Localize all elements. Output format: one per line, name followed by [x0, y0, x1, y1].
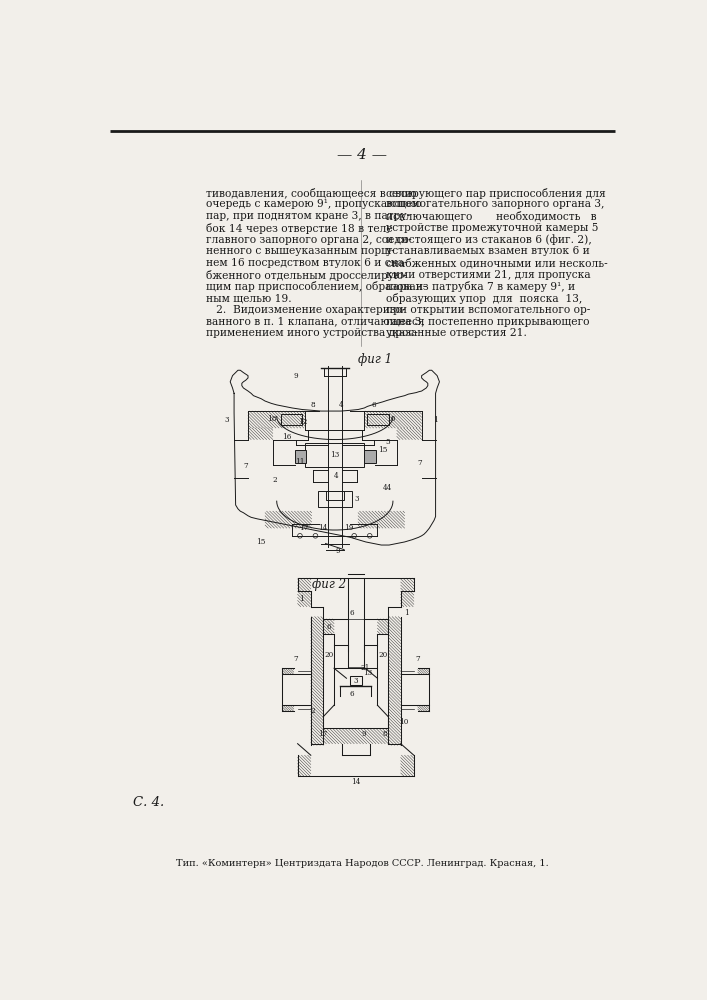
Text: 7: 7 — [243, 462, 248, 471]
Text: 4: 4 — [334, 472, 339, 480]
Text: 6: 6 — [349, 690, 354, 698]
Text: гана 3, постепенно прикрывающего: гана 3, постепенно прикрывающего — [386, 317, 590, 327]
Text: 15: 15 — [257, 538, 266, 546]
Text: фиг 2: фиг 2 — [312, 578, 346, 591]
Text: 9: 9 — [361, 730, 366, 738]
Text: 2: 2 — [311, 707, 315, 715]
Text: 15: 15 — [378, 446, 387, 454]
Text: 16: 16 — [282, 433, 291, 441]
Text: С. 4.: С. 4. — [134, 796, 165, 809]
Text: указанные отверстия 21.: указанные отверстия 21. — [386, 328, 527, 338]
Text: при открытии вспомогательного ор-: при открытии вспомогательного ор- — [386, 305, 590, 315]
Text: 10: 10 — [386, 415, 395, 423]
Bar — [349, 676, 362, 685]
Text: 10: 10 — [399, 718, 409, 726]
Text: 8: 8 — [311, 401, 315, 409]
Text: 14: 14 — [351, 778, 361, 786]
Text: 18: 18 — [267, 415, 276, 423]
Text: ненного с вышеуказанным порш-: ненного с вышеуказанным порш- — [206, 246, 395, 256]
Text: 3: 3 — [224, 416, 228, 424]
Text: 17: 17 — [299, 524, 308, 532]
Text: 21: 21 — [361, 664, 370, 672]
Text: 11: 11 — [296, 458, 305, 466]
Text: ным щелью 19.: ным щелью 19. — [206, 293, 292, 303]
Text: 19: 19 — [344, 524, 354, 532]
Text: 20: 20 — [378, 651, 387, 659]
Text: 2.  Видоизменение охарактеризо-: 2. Видоизменение охарактеризо- — [206, 305, 406, 315]
Text: кими отверстиями 21, для пропуска: кими отверстиями 21, для пропуска — [386, 270, 590, 280]
Text: вспомогательного запорного органа 3,: вспомогательного запорного органа 3, — [386, 199, 604, 209]
Text: 6: 6 — [327, 623, 331, 631]
Text: устройстве промежуточной камеры 5: устройстве промежуточной камеры 5 — [386, 223, 598, 233]
Text: главного запорного органа 2, соеди-: главного запорного органа 2, соеди- — [206, 235, 412, 245]
Bar — [295, 450, 306, 463]
Text: 14: 14 — [319, 524, 328, 532]
Text: 6: 6 — [371, 401, 376, 409]
Bar — [325, 491, 344, 500]
Text: тиводавления, сообщающееся в свою: тиводавления, сообщающееся в свою — [206, 188, 417, 199]
Text: 1: 1 — [299, 595, 304, 603]
Text: 9: 9 — [336, 547, 340, 555]
Text: щим пар приспособлением, образован-: щим пар приспособлением, образован- — [206, 281, 427, 292]
Text: очередь с камерою 9¹, пропускающею: очередь с камерою 9¹, пропускающею — [206, 199, 422, 209]
Text: пар, при поднятом кране 3, в патру-: пар, при поднятом кране 3, в патру- — [206, 211, 411, 221]
Text: 2: 2 — [272, 476, 276, 484]
Text: 17: 17 — [319, 730, 328, 738]
Text: 6: 6 — [349, 609, 354, 617]
Bar — [368, 414, 389, 425]
Text: 9: 9 — [294, 372, 298, 380]
Text: 1: 1 — [433, 416, 438, 424]
Text: устанавливаемых взамен втулок 6 и: устанавливаемых взамен втулок 6 и — [386, 246, 590, 256]
Text: 5: 5 — [385, 438, 390, 446]
Text: 8: 8 — [383, 730, 387, 738]
Text: 7: 7 — [293, 655, 298, 663]
Text: образующих упор  для  пояска  13,: образующих упор для пояска 13, — [386, 293, 583, 304]
Text: Тип. «Коминтерн» Центриздата Народов СССР. Ленинград. Красная, 1.: Тип. «Коминтерн» Центриздата Народов ССС… — [175, 859, 549, 868]
Text: 1: 1 — [404, 609, 409, 617]
Text: снабженных одиночными или несколь-: снабженных одиночными или несколь- — [386, 258, 608, 269]
Bar — [317, 491, 352, 507]
Text: бок 14 через отверстие 18 в теле: бок 14 через отверстие 18 в теле — [206, 223, 393, 234]
Bar — [364, 450, 376, 463]
Text: 13: 13 — [330, 451, 339, 459]
Text: 7: 7 — [418, 459, 422, 467]
Text: 13: 13 — [363, 669, 372, 677]
Text: применением иного устройства дрос-: применением иного устройства дрос- — [206, 328, 418, 338]
Text: 3: 3 — [354, 677, 358, 685]
Text: 20: 20 — [324, 651, 333, 659]
Text: 7: 7 — [416, 655, 420, 663]
Text: ванного в п. 1 клапана, отличающееся: ванного в п. 1 клапана, отличающееся — [206, 317, 425, 327]
Text: селирующего пар приспособления для: селирующего пар приспособления для — [386, 188, 606, 199]
Text: 4: 4 — [339, 401, 344, 409]
Text: пара из патрубка 7 в камеру 9¹, и: пара из патрубка 7 в камеру 9¹, и — [386, 281, 575, 292]
Text: исключающего       необходимость   в: исключающего необходимость в — [386, 211, 597, 222]
Text: 12: 12 — [298, 418, 307, 426]
Text: нем 16 посредством втулок 6 и сна-: нем 16 посредством втулок 6 и сна- — [206, 258, 408, 268]
Text: — 4 —: — 4 — — [337, 148, 387, 162]
Text: 44: 44 — [383, 484, 392, 492]
Text: фиг 1: фиг 1 — [358, 353, 392, 366]
Text: бженного отдельным дросселирую-: бженного отдельным дросселирую- — [206, 270, 407, 281]
Bar — [281, 414, 303, 425]
Text: 3: 3 — [354, 495, 358, 503]
Text: и состоящего из стаканов 6 (фиг. 2),: и состоящего из стаканов 6 (фиг. 2), — [386, 235, 592, 245]
Bar — [305, 443, 364, 467]
